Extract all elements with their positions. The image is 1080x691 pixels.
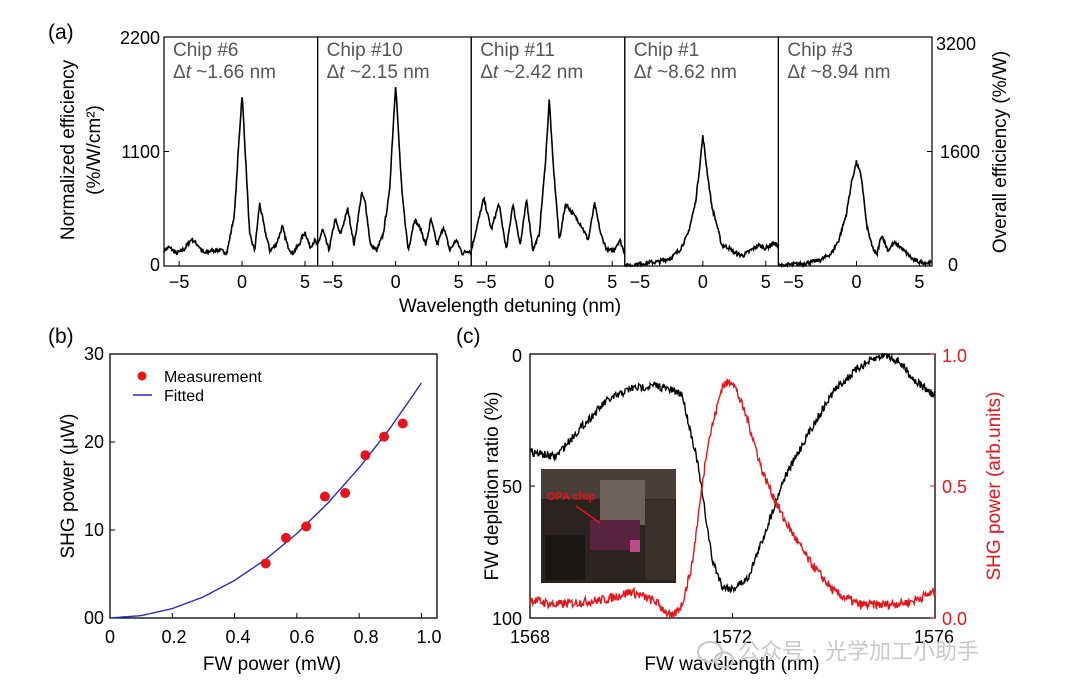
chip-name-label: Chip #6 (173, 40, 239, 61)
inset-stage (645, 500, 675, 580)
chip-name-label: Chip #11 (480, 40, 555, 61)
chip-dt-label: Δt ~1.66 nm (173, 62, 276, 83)
chip-dt-label: Δt ~2.15 nm (327, 62, 430, 83)
panel-c-ytick-50: 50 (502, 477, 522, 497)
panel-a-y2tick-0: 0 (948, 255, 958, 275)
legend-measurement-label: Measurement (164, 369, 262, 386)
panel-b-xtick-0.6: 0.6 (289, 627, 314, 647)
inset-fixture (600, 480, 645, 525)
fitted-curve (109, 382, 422, 619)
fw-depletion-line (529, 352, 936, 594)
spectrum-line-2 (316, 87, 472, 257)
spectrum-line-5 (777, 160, 933, 269)
panel-a-y2tick-3200: 3200 (936, 34, 976, 54)
chip-name-label: Chip #10 (327, 40, 403, 61)
panel-a-xtick-label: 0 (237, 272, 247, 292)
panel-c: (c) 0 50 100 1.0 0.5 0.0 1568 1572 1576 … (456, 325, 1005, 675)
panel-b-ylabel: SHG power (μW) (58, 413, 79, 558)
panel-a-ytick-2200: 2200 (120, 28, 160, 48)
measurement-point (340, 488, 351, 499)
panel-a-xtick-label: 5 (761, 272, 771, 292)
panel-b-xtick-0: 0 (105, 627, 115, 647)
panel-b-ytick-20: 20 (84, 432, 104, 452)
measurement-point (260, 558, 271, 569)
panel-a-xtick-label: 5 (914, 272, 924, 292)
panel-b: (b) 30 20 10 00 0 0.2 0.4 0.6 0.8 1.0 FW… (48, 325, 442, 675)
panel-b-xlabel: FW power (mW) (203, 654, 341, 675)
panel-a-ytick-0: 0 (150, 255, 160, 275)
panel-label-a: (a) (48, 21, 74, 44)
spectrum-line-4 (624, 135, 780, 268)
wechat-icon (696, 640, 735, 669)
panel-c-xtick-1568: 1568 (510, 627, 550, 647)
panel-a-xtick-label: 0 (391, 272, 401, 292)
panel-c-y2label: SHG power (arb.units) (984, 391, 1005, 580)
panel-b-ytick-10: 10 (84, 520, 104, 540)
panel-a-xtick-label: −5 (783, 272, 804, 292)
panel-b-xtick-0.8: 0.8 (353, 627, 378, 647)
shg-power-line (529, 378, 936, 619)
chip-dt-label: Δt ~2.42 nm (480, 62, 583, 83)
panel-c-plot (529, 352, 936, 619)
panel-b-ytick-00: 00 (84, 608, 104, 628)
measurement-point (379, 431, 390, 442)
panel-b-xtick-1.0: 1.0 (416, 627, 441, 647)
inset-chip-glow (630, 540, 640, 552)
panel-b-plot (109, 353, 422, 619)
measurement-point (301, 521, 312, 532)
spectrum-line-3 (470, 99, 626, 255)
legend-fitted-label: Fitted (164, 388, 204, 405)
inset-pointer-line (575, 505, 601, 524)
measurement-point (280, 532, 291, 543)
measurement-point (397, 418, 408, 429)
inset-label: OPA chip (547, 491, 596, 503)
chip-name-label: Chip #3 (787, 40, 853, 61)
opa-chip-inset-photo: OPA chip (541, 469, 676, 583)
panel-a-xtick-label: 5 (454, 272, 464, 292)
panel-b-ytick-30: 30 (84, 344, 104, 364)
panel-label-c: (c) (456, 325, 481, 348)
chip-name-label: Chip #1 (634, 40, 700, 61)
panel-a-ylabel-line1: Normalized efficiency (58, 59, 79, 240)
measurement-point (319, 491, 330, 502)
inset-mount (545, 535, 585, 580)
panel-a-ylabel-line2: (%/W/cm²) (84, 105, 105, 195)
panel-c-ylabel: FW depletion ratio (%) (482, 391, 503, 580)
panel-a-xtick-label: −5 (169, 272, 190, 292)
watermark-text: 公众号 · 光学加工小助手 (738, 640, 979, 665)
panel-c-y2tick-0.0: 0.0 (942, 609, 967, 629)
panel-a-xtick-label: 0 (851, 272, 861, 292)
panel-a-y2tick-1600: 1600 (940, 142, 980, 162)
watermark: 公众号 · 光学加工小助手 (696, 640, 979, 669)
panel-c-y2tick-0.5: 0.5 (942, 477, 967, 497)
panel-c-xtick-1576: 1576 (914, 627, 954, 647)
panel-a-ytick-1100: 1100 (121, 142, 160, 162)
panel-a-xtick-label: 0 (698, 272, 708, 292)
chip-dt-label: Δt ~8.94 nm (787, 62, 890, 83)
panel-c-y2tick-1.0: 1.0 (942, 346, 967, 366)
chip-dt-label: Δt ~8.62 nm (634, 62, 737, 83)
panel-label-b: (b) (48, 325, 74, 348)
measurement-point (360, 450, 371, 461)
panel-a-xtick-label: 0 (544, 272, 554, 292)
panel-b-xtick-0.4: 0.4 (225, 627, 250, 647)
panel-a-y2label: Overall efficiency (%/W) (990, 51, 1011, 253)
panel-c-ytick-0: 0 (512, 346, 522, 366)
panel-c-ytick-100: 100 (492, 609, 522, 629)
panel-a-xtick-label: −5 (630, 272, 651, 292)
panel-a-xtick-label: −5 (322, 272, 343, 292)
panel-c-xtick-1572: 1572 (712, 627, 752, 647)
panel-b-frame (109, 353, 438, 619)
panel-a-xtick-label: 5 (607, 272, 617, 292)
panel-a-xtick-label: −5 (476, 272, 497, 292)
spectrum-line-1 (163, 97, 319, 256)
panel-a-xlabel: Wavelength detuning (nm) (399, 296, 621, 317)
panel-a: (a) Normalized efficiency (%/W/cm²) 2200… (48, 21, 1011, 317)
panel-b-xtick-0.2: 0.2 (161, 627, 186, 647)
legend-measurement-marker (137, 371, 147, 381)
panel-a-xtick-label: 5 (300, 272, 310, 292)
